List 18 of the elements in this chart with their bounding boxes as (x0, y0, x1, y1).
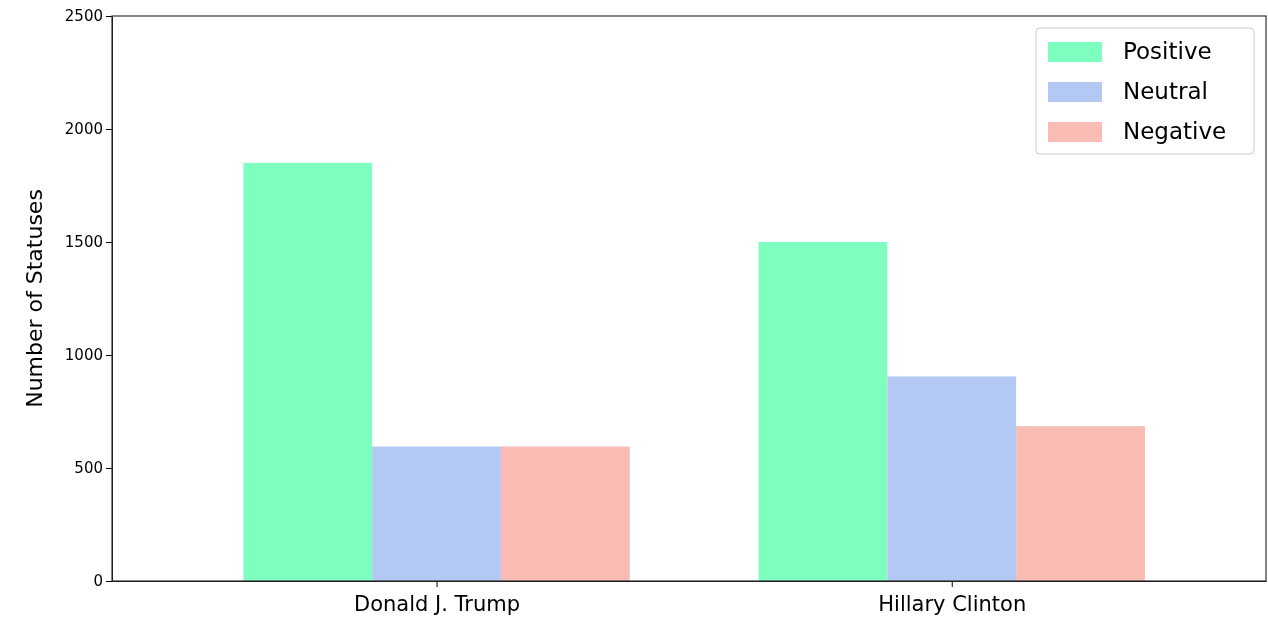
x-tick-label: Donald J. Trump (354, 592, 521, 616)
legend-label: Neutral (1123, 78, 1208, 104)
y-tick-label: 2500 (64, 7, 103, 26)
legend-label: Positive (1123, 38, 1212, 64)
bar (887, 376, 1017, 581)
y-tick-label: 2000 (64, 120, 103, 139)
y-tick-label: 0 (93, 572, 103, 591)
x-tick-label: Hillary Clinton (878, 592, 1027, 616)
bar (500, 446, 630, 581)
y-tick-label: 500 (74, 459, 103, 478)
y-axis-title: Number of Statuses (22, 189, 47, 408)
bar (243, 162, 373, 581)
legend-label: Negative (1123, 118, 1227, 144)
bar (758, 242, 888, 581)
y-tick-label: 1000 (64, 346, 103, 365)
bar (1016, 426, 1145, 581)
y-tick-label: 1500 (64, 233, 103, 252)
bar (372, 446, 501, 581)
